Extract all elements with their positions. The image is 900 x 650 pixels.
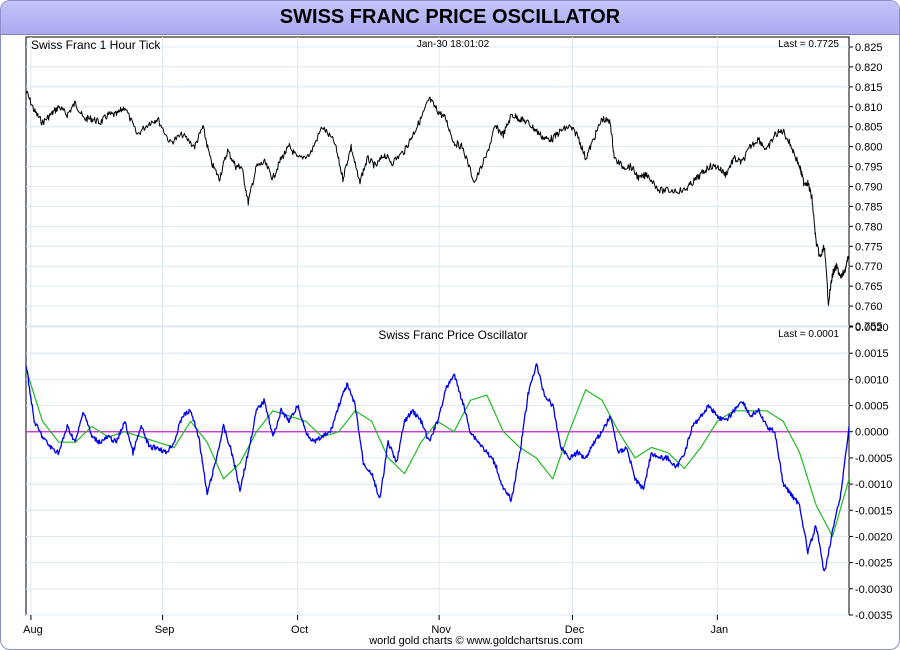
y-tick-label: 0.790 bbox=[855, 181, 883, 193]
y-tick-label: -0.0010 bbox=[855, 479, 892, 491]
y-tick-label: 0.0010 bbox=[855, 374, 889, 386]
y-tick-label: -0.0020 bbox=[855, 531, 892, 543]
price-chart-title: Swiss Franc 1 Hour Tick bbox=[31, 38, 161, 52]
oscillator-last-value: Last = 0.0001 bbox=[778, 329, 839, 340]
y-tick-label: -0.0035 bbox=[855, 610, 892, 622]
oscillator-line bbox=[26, 363, 849, 572]
price-last-value: Last = 0.7725 bbox=[778, 39, 839, 50]
y-tick-label: 0.0005 bbox=[855, 401, 889, 413]
y-tick-label: 0.780 bbox=[855, 221, 883, 233]
y-tick-label: 0.760 bbox=[855, 301, 883, 313]
y-tick-label: 0.765 bbox=[855, 281, 883, 293]
price-chart-timestamp: Jan-30 18:01:02 bbox=[417, 39, 490, 50]
y-tick-label: 0.0000 bbox=[855, 427, 889, 439]
x-tick-label: Aug bbox=[23, 624, 43, 636]
x-tick-label: Dec bbox=[565, 624, 585, 636]
series-layer bbox=[26, 90, 849, 572]
y-tick-label: -0.0005 bbox=[855, 453, 892, 465]
y-tick-label: 0.820 bbox=[855, 62, 883, 74]
price-panel bbox=[25, 36, 850, 327]
axis-layer: Aug Sep Oct Nov Dec Jan 0.755 0.760 0.765 0.770 0.… bbox=[23, 42, 892, 636]
y-tick-label: 0.825 bbox=[855, 42, 883, 54]
y-tick-label: 0.755 bbox=[855, 321, 883, 333]
x-tick-label: Sep bbox=[155, 624, 175, 636]
y-tick-label: 0.0015 bbox=[855, 348, 889, 360]
oscillator-panel bbox=[25, 326, 850, 616]
y-tick-label: 0.815 bbox=[855, 82, 883, 94]
y-tick-label: -0.0030 bbox=[855, 584, 892, 596]
y-tick-label: -0.0015 bbox=[855, 505, 892, 517]
grid-layer bbox=[26, 37, 849, 616]
y-tick-label: 0.805 bbox=[855, 122, 883, 134]
y-tick-label: 0.810 bbox=[855, 102, 883, 114]
x-tick-label: Nov bbox=[431, 624, 451, 636]
footer-credit: world gold charts © www.goldchartsrus.co… bbox=[368, 635, 583, 647]
y-tick-label: -0.0025 bbox=[855, 558, 892, 570]
y-tick-label: 0.785 bbox=[855, 201, 883, 213]
y-tick-label: 0.795 bbox=[855, 162, 883, 174]
y-tick-label: 0.770 bbox=[855, 261, 883, 273]
y-tick-label: 0.775 bbox=[855, 241, 883, 253]
y-tick-label: 0.0020 bbox=[855, 322, 889, 334]
y-tick-label: 0.800 bbox=[855, 142, 883, 154]
oscillator-chart-title: Swiss Franc Price Oscillator bbox=[378, 328, 527, 342]
x-tick-label: Jan bbox=[710, 624, 728, 636]
price-line bbox=[26, 90, 849, 306]
x-tick-label: Oct bbox=[291, 624, 308, 636]
page-title: SWISS FRANC PRICE OSCILLATOR bbox=[1, 1, 899, 35]
